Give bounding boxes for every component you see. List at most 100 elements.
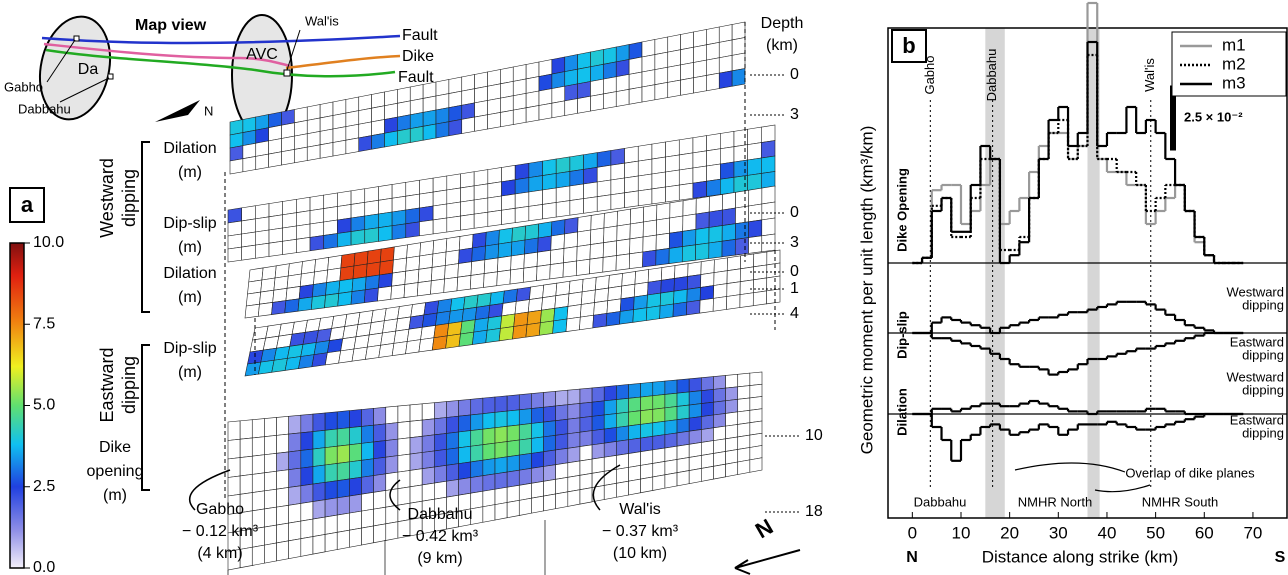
slab-cell (725, 449, 739, 465)
annotation-arrow (389, 479, 401, 511)
slab-cell (251, 418, 265, 439)
slab-cell (568, 278, 584, 295)
x-tick-label: 40 (1098, 523, 1117, 542)
slab-cell (281, 149, 295, 166)
slab-cell (549, 262, 564, 280)
slab-cell (448, 308, 464, 324)
slab-cell (393, 328, 410, 344)
slab-cell (378, 343, 395, 358)
slab-cell (564, 54, 578, 72)
slab-cell (324, 480, 338, 501)
x-tick-label: 60 (1195, 523, 1214, 542)
slab-cell (247, 279, 263, 295)
slab-cell (494, 456, 508, 475)
slab-cell (365, 261, 381, 278)
annotation: (9 km) (417, 550, 462, 567)
layer-label: opening (87, 463, 144, 480)
slab-cell (463, 294, 479, 310)
slab-cell (682, 229, 697, 247)
slab-cell (406, 326, 423, 342)
slab-cell (350, 188, 366, 205)
slab-cell (385, 422, 399, 441)
slab-cell (391, 182, 407, 199)
slab-cell (373, 423, 387, 443)
depth-label: 0 (790, 263, 799, 280)
group-label: dipping (119, 169, 139, 227)
slab-cell (708, 209, 723, 228)
slab-cell (405, 221, 420, 238)
slab-cell (312, 534, 326, 555)
slab-cell (553, 306, 569, 322)
slab-cell (621, 271, 636, 287)
slab-cell (640, 476, 654, 494)
slab-cell (616, 480, 629, 498)
slab-cell (281, 122, 295, 139)
slab-cell (373, 523, 387, 544)
slab-cell (405, 339, 421, 355)
slab-cell (371, 91, 385, 109)
slab-cell (337, 291, 353, 307)
slab-cell (338, 348, 355, 364)
slab-cell (514, 206, 530, 223)
slab-cell (673, 276, 688, 292)
slab-cell (518, 408, 532, 426)
slab-cell (542, 282, 558, 299)
slab-cell (722, 191, 736, 211)
slab-cell (473, 197, 489, 215)
depth-label: 4 (790, 305, 799, 322)
slab-cell (529, 284, 545, 300)
slab-cell (251, 544, 265, 566)
slab-cell (431, 251, 447, 268)
slab-cell (416, 280, 432, 297)
slab-cell (652, 394, 666, 410)
slab-cell (591, 470, 605, 488)
slab-cell (659, 290, 675, 307)
slab-cell (616, 467, 629, 484)
slab-cell (251, 454, 265, 475)
slab-cell (358, 107, 372, 125)
slab-cell (668, 246, 683, 264)
group-label: Eastward (97, 347, 117, 422)
slab-cell (518, 467, 532, 486)
slab-cell (471, 245, 486, 263)
slab-cell (498, 326, 515, 342)
depth-label: 18 (805, 503, 823, 520)
slab-cell (640, 435, 654, 453)
panel-label-box (891, 29, 927, 63)
gabho-marker (73, 35, 80, 42)
slab-cell (731, 52, 746, 72)
marker-label: Gabho (922, 55, 937, 94)
slab-cell (747, 142, 762, 161)
slab-cell (300, 431, 314, 451)
slab-cell (288, 485, 302, 506)
slab-cell (737, 422, 751, 438)
slab-cell (576, 229, 592, 247)
slab-cell (482, 458, 496, 477)
slab-cell (393, 244, 408, 261)
slab-cell (288, 538, 302, 559)
slab-cell (349, 426, 362, 446)
annotation: − 0.42 km³ (402, 528, 479, 545)
slab-cell (378, 211, 393, 229)
slab-cell (550, 233, 565, 251)
layer-label: (m) (103, 487, 127, 504)
slab-cell (286, 273, 302, 289)
slab-cell (397, 470, 411, 489)
slab-cell (332, 112, 347, 130)
slab-cell (332, 139, 347, 157)
slab-cell (708, 225, 723, 244)
slab-cell (268, 240, 284, 257)
slab-cell (227, 220, 242, 237)
slab-cell (579, 458, 593, 476)
slab-cell (706, 42, 720, 61)
colorbar (9, 242, 25, 569)
slab-cell (531, 421, 544, 439)
slab-cell (332, 126, 347, 143)
slab-cell (242, 142, 257, 160)
slab-cell (749, 457, 763, 473)
slab-cell (678, 182, 694, 201)
slab-cell (737, 447, 751, 463)
scale-bar (1170, 85, 1176, 151)
slab-cell (628, 251, 644, 270)
y-axis-label: Geometric moment per unit length (km³/km… (857, 126, 876, 455)
